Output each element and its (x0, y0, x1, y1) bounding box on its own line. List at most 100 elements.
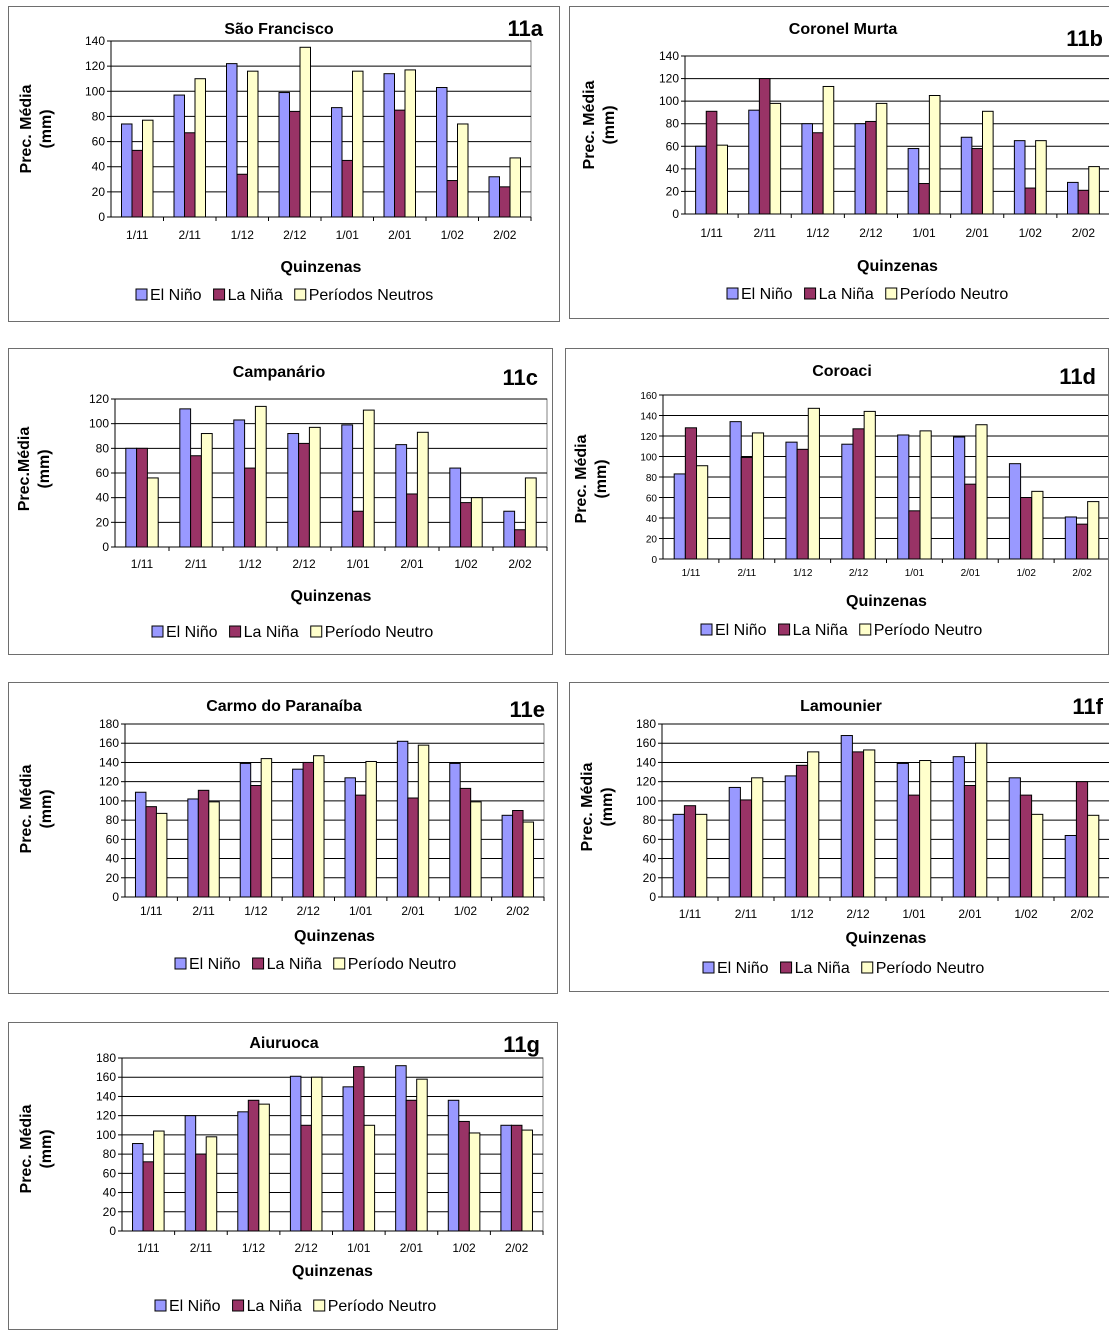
y-tick-label: 0 (649, 890, 656, 904)
y-axis-label-line2: (mm) (38, 789, 55, 828)
x-tick-label: 1/02 (454, 904, 478, 918)
bar-el-nino (784, 775, 797, 898)
bar-neutro (769, 102, 782, 215)
legend-swatch (702, 961, 715, 974)
y-tick-label: 40 (106, 852, 120, 866)
panel-label: 11g (503, 1032, 540, 1057)
chart-panel-11a: 0 20 40 60 80 100 120 140 1/11 2/11 1/12 2/12 1/01 2/… (8, 6, 560, 322)
y-tick-label: 160 (640, 391, 657, 402)
bar-neutro (1031, 813, 1044, 898)
y-tick-label: 80 (92, 109, 106, 123)
x-tick-label: 1/01 (336, 228, 360, 242)
bar-neutro (919, 760, 932, 898)
bar-neutro (142, 119, 154, 218)
bar-la-nina (353, 1066, 365, 1232)
x-tick-label: 2/11 (737, 568, 756, 579)
bar-el-nino (503, 510, 516, 548)
bar-el-nino (1064, 516, 1077, 560)
bar-la-nina (131, 149, 143, 218)
y-tick-label: 60 (92, 135, 106, 149)
x-tick-label: 2/12 (295, 1241, 319, 1255)
panel-label: 11d (1059, 364, 1096, 389)
y-tick-label: 60 (106, 832, 120, 846)
bar-el-nino (841, 443, 854, 560)
chart-title: São Francisco (224, 21, 334, 38)
legend-swatch (313, 1299, 326, 1312)
bar-la-nina (812, 132, 824, 215)
bar-neutro (751, 777, 764, 898)
legend-swatch (859, 623, 872, 636)
bar-el-nino (395, 444, 408, 548)
y-tick-label: 40 (666, 162, 680, 176)
y-tick-label: 80 (96, 441, 110, 455)
x-tick-label: 2/02 (506, 904, 530, 918)
panel-label: 11c (503, 365, 539, 390)
bar-la-nina (851, 751, 865, 898)
x-axis-label: Quinzenas (846, 930, 927, 947)
y-axis-label-line1: Prec. Média (18, 1104, 35, 1193)
y-tick-label: 80 (646, 473, 658, 484)
bar-la-nina (852, 428, 865, 560)
bar-la-nina (190, 455, 202, 548)
legend-label: El Niño (717, 960, 769, 977)
bar-neutro (919, 430, 932, 560)
bar-la-nina (289, 110, 301, 218)
bar-la-nina (195, 1153, 207, 1232)
bar-la-nina (796, 448, 809, 560)
bar-la-nina (460, 502, 472, 548)
bar-la-nina (510, 1124, 523, 1232)
bar-neutro (310, 1076, 323, 1232)
bar-el-nino (1008, 777, 1021, 898)
bar-neutro (1035, 140, 1047, 215)
x-tick-label: 2/12 (859, 226, 883, 240)
bar-la-nina (459, 787, 472, 898)
x-tick-label: 1/02 (1019, 226, 1043, 240)
x-tick-label: 2/12 (283, 228, 307, 242)
legend-label: El Niño (189, 956, 241, 973)
y-tick-label: 20 (92, 185, 106, 199)
y-tick-label: 160 (636, 736, 656, 750)
x-tick-label: 1/11 (679, 907, 702, 921)
bar-neutro (716, 144, 728, 215)
bar-neutro (194, 78, 206, 218)
y-tick-label: 60 (96, 466, 110, 480)
x-axis-label: Quinzenas (846, 593, 927, 610)
bar-neutro (417, 744, 430, 898)
bar-neutro (975, 424, 988, 560)
y-tick-label: 100 (659, 94, 679, 108)
x-tick-label: 2/01 (401, 904, 425, 918)
bar-la-nina (971, 148, 983, 215)
y-axis-label-line1: Prec.Média (16, 427, 33, 512)
y-tick-label: 140 (99, 755, 119, 769)
y-axis-label: Prec. Média (mm) (579, 762, 616, 851)
y-tick-label: 60 (646, 494, 658, 505)
bar-la-nina (250, 785, 262, 898)
bar-neutro (208, 801, 220, 898)
bar-el-nino (173, 94, 185, 218)
bar-el-nino (1008, 463, 1022, 560)
bar-neutro (363, 1124, 376, 1232)
x-tick-label: 1/01 (902, 907, 926, 921)
y-tick-label: 120 (85, 59, 105, 73)
legend-swatch (780, 961, 793, 974)
legend-label: Período Neutro (876, 960, 985, 977)
legend-swatch (778, 623, 791, 636)
x-tick-label: 1/12 (238, 557, 262, 571)
bar-neutro (695, 813, 708, 898)
bar-neutro (457, 123, 469, 218)
bar-el-nino (854, 123, 867, 215)
bar-el-nino (226, 63, 238, 218)
x-tick-label: 2/12 (849, 568, 869, 579)
x-tick-label: 1/02 (452, 1241, 476, 1255)
x-tick-label: 1/02 (441, 228, 465, 242)
bar-neutro (365, 760, 377, 898)
y-axis-label-line1: Prec. Média (18, 84, 35, 173)
bar-neutro (308, 426, 321, 548)
bar-la-nina (865, 120, 877, 215)
legend-label: La Niña (228, 287, 283, 304)
y-tick-label: 20 (643, 871, 657, 885)
y-tick-label: 140 (96, 1089, 116, 1103)
bar-la-nina (740, 457, 753, 560)
bar-la-nina (184, 132, 196, 218)
y-tick-label: 40 (646, 514, 658, 525)
